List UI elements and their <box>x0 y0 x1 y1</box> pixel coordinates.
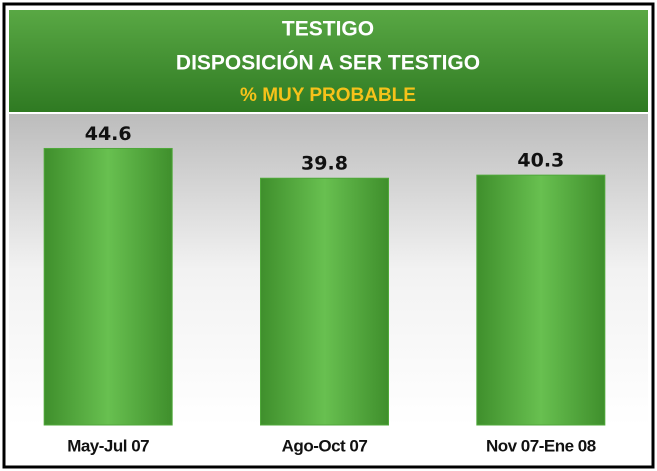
chart-title: TESTIGO <box>282 18 374 41</box>
x-tick-label: Nov 07-Ene 08 <box>486 436 596 455</box>
bar <box>476 174 606 426</box>
data-label: 40.3 <box>517 150 564 172</box>
bar <box>43 147 173 426</box>
header <box>9 10 648 112</box>
data-label: 44.6 <box>85 123 132 145</box>
data-label: 39.8 <box>301 153 348 175</box>
chart-subtitle: % MUY PROBABLE <box>240 85 416 106</box>
chart-title: DISPOSICIÓN A SER TESTIGO <box>176 51 480 75</box>
x-tick-label: May-Jul 07 <box>67 436 149 455</box>
x-tick-label: Ago-Oct 07 <box>282 436 368 455</box>
bar <box>260 177 389 426</box>
